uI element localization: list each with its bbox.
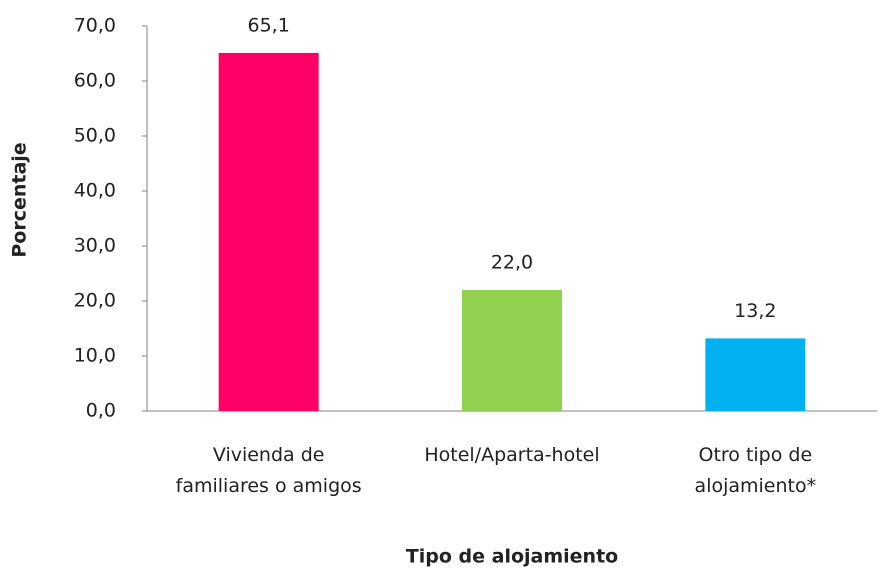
y-tick-label: 20,0 <box>74 290 116 312</box>
y-tick-label: 50,0 <box>74 125 116 147</box>
x-axis-label: Tipo de alojamiento <box>406 546 618 568</box>
data-label: 22,0 <box>491 252 533 274</box>
y-tick-label: 40,0 <box>74 180 116 202</box>
bar <box>218 52 319 411</box>
y-tick-label: 30,0 <box>74 235 116 257</box>
bar <box>705 338 806 411</box>
y-tick-label: 0,0 <box>86 400 116 422</box>
y-tick-label: 10,0 <box>74 345 116 367</box>
x-tick-label: Hotel/Aparta-hotel <box>424 444 599 466</box>
y-axis-label: Porcentaje <box>9 142 31 257</box>
bar <box>462 290 562 411</box>
y-tick-label: 70,0 <box>74 15 116 37</box>
x-tick-label: Vivienda de familiares o amigos <box>176 444 362 497</box>
data-label: 13,2 <box>734 300 776 322</box>
y-tick-label: 60,0 <box>74 70 116 92</box>
x-tick-label: Otro tipo de alojamiento* <box>695 444 817 497</box>
data-label: 65,1 <box>248 14 290 36</box>
